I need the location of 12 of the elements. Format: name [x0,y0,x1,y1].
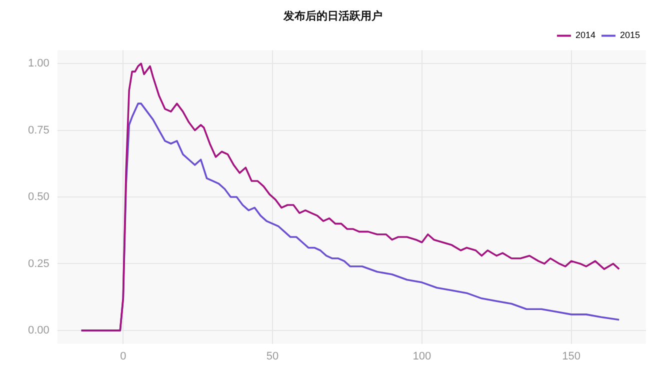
legend-label: 2015 [620,30,640,40]
x-tick-label: 50 [266,350,279,362]
y-tick-label: 0.00 [28,324,50,336]
x-tick-label: 150 [562,350,580,362]
x-tick-label: 100 [412,350,432,362]
y-tick-label: 1.00 [28,58,50,70]
y-tick-label: 0.50 [28,191,50,204]
y-tick-label: 0.25 [28,258,50,270]
chart-title: 发布后的日活跃用户 [282,9,382,22]
y-tick-label: 0.75 [28,124,50,136]
x-tick-label: 0 [120,350,126,362]
legend-label: 2014 [575,30,596,40]
